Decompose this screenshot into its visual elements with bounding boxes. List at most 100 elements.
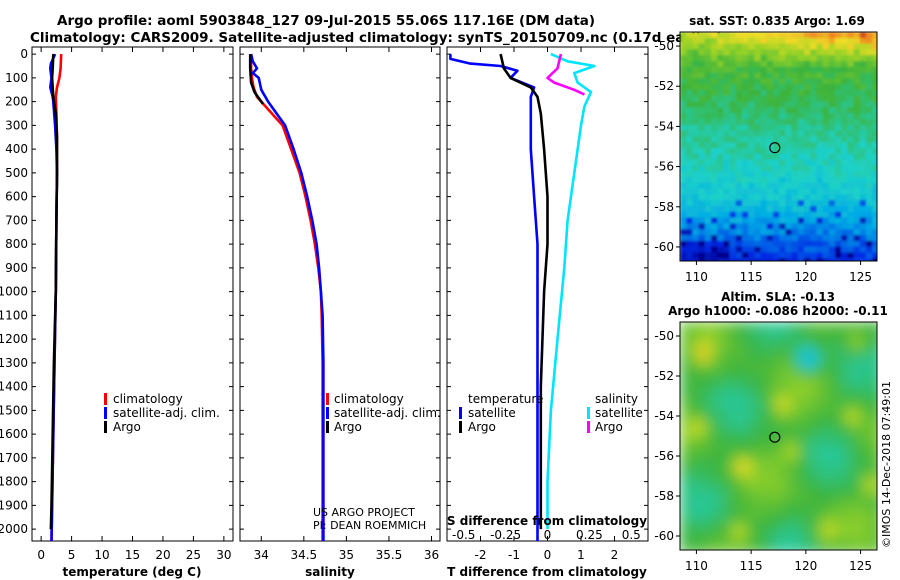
map-cell	[872, 159, 877, 166]
map-cell	[760, 258, 768, 261]
map-cell	[799, 497, 807, 505]
map-cell	[711, 37, 718, 45]
map-cell	[869, 455, 877, 463]
map-cell	[835, 113, 842, 120]
map-cell	[813, 378, 821, 386]
map-cell	[820, 322, 828, 330]
map-cell	[704, 194, 712, 201]
lat-tick-label: -60	[654, 529, 674, 543]
map-cell	[692, 194, 700, 201]
map-cell	[859, 37, 867, 45]
map-cell	[862, 462, 870, 470]
map-cell	[743, 525, 751, 533]
map-cell	[773, 66, 780, 74]
map-cell	[680, 217, 687, 224]
map-cell	[841, 223, 848, 230]
map-cell	[869, 448, 877, 456]
map-cell	[792, 504, 800, 512]
map-cell	[760, 61, 768, 68]
map-cell	[760, 90, 768, 97]
map-cell	[835, 240, 842, 248]
map-cell	[792, 350, 800, 358]
map-cell	[717, 72, 724, 79]
map-cell	[835, 235, 842, 242]
map-cell	[711, 159, 718, 166]
map-cell	[797, 55, 805, 62]
map-cell	[834, 420, 842, 428]
map-cell	[848, 357, 856, 365]
map-cell	[828, 148, 836, 155]
map-cell	[757, 322, 765, 330]
map-cell	[743, 532, 751, 540]
map-cell	[791, 107, 799, 114]
map-cell	[698, 101, 706, 108]
map-cell	[704, 113, 712, 120]
map-cell	[742, 55, 749, 62]
map-cell	[692, 95, 700, 103]
map-cell	[748, 61, 755, 68]
map-cell	[866, 229, 873, 236]
map-cell	[704, 32, 712, 39]
map-cell	[866, 165, 873, 172]
map-cell	[723, 159, 731, 166]
map-cell	[680, 427, 688, 435]
map-cell	[735, 95, 743, 103]
legend-swatch-s-satellite	[587, 407, 590, 419]
map-cell	[835, 101, 842, 108]
map-cell	[799, 476, 807, 484]
map-cell	[723, 113, 731, 120]
map-cell	[680, 130, 687, 137]
map-cell	[816, 107, 824, 114]
map-cell	[853, 78, 861, 85]
map-cell	[698, 252, 706, 259]
map-cell	[810, 90, 817, 97]
map-cell	[701, 455, 709, 463]
series-line-satellite-adj-clim-	[249, 53, 325, 541]
map-cell	[813, 483, 821, 491]
map-cell	[708, 364, 716, 372]
map-cell	[806, 385, 814, 393]
map-cell	[698, 61, 706, 68]
map-cell	[816, 78, 824, 85]
map-cell	[722, 399, 730, 407]
map-cell	[742, 206, 749, 213]
map-cell	[778, 336, 786, 344]
x-tick-label: 36	[424, 548, 439, 562]
map-cell	[694, 364, 702, 372]
map-cell	[785, 171, 793, 178]
map-cell	[785, 518, 793, 526]
map-cell	[723, 182, 731, 190]
map-cell	[847, 258, 855, 261]
map-cell	[704, 101, 712, 108]
map-cell	[806, 378, 814, 386]
map-cell	[736, 406, 744, 414]
map-cell	[847, 55, 855, 62]
map-cell	[816, 246, 824, 253]
map-cell	[779, 206, 786, 213]
map-cell	[701, 462, 709, 470]
map-cell	[816, 182, 824, 190]
map-cell	[872, 32, 877, 39]
map-cell	[729, 130, 737, 137]
map-cell	[708, 399, 716, 407]
temperature-panel: 0 5 10 15 20 25 30 temperature (deg C) climato…	[31, 46, 234, 579]
map-cell	[804, 153, 811, 161]
map-cell	[810, 188, 817, 195]
map-cell	[835, 223, 842, 230]
map-cell	[757, 546, 765, 550]
map-cell	[792, 455, 800, 463]
map-cell	[859, 55, 867, 62]
lon-tick-label: 125	[849, 559, 872, 573]
map-cell	[862, 322, 870, 330]
map-cell	[742, 148, 749, 155]
map-cell	[711, 240, 718, 248]
map-cell	[791, 240, 799, 248]
map-cell	[711, 235, 718, 242]
map-cell	[717, 194, 724, 201]
map-cell	[694, 378, 702, 386]
legend-swatch-climatology	[104, 393, 107, 405]
map-cell	[742, 211, 749, 219]
map-cell	[785, 448, 793, 456]
map-cell	[810, 235, 817, 242]
map-cell	[797, 200, 805, 207]
